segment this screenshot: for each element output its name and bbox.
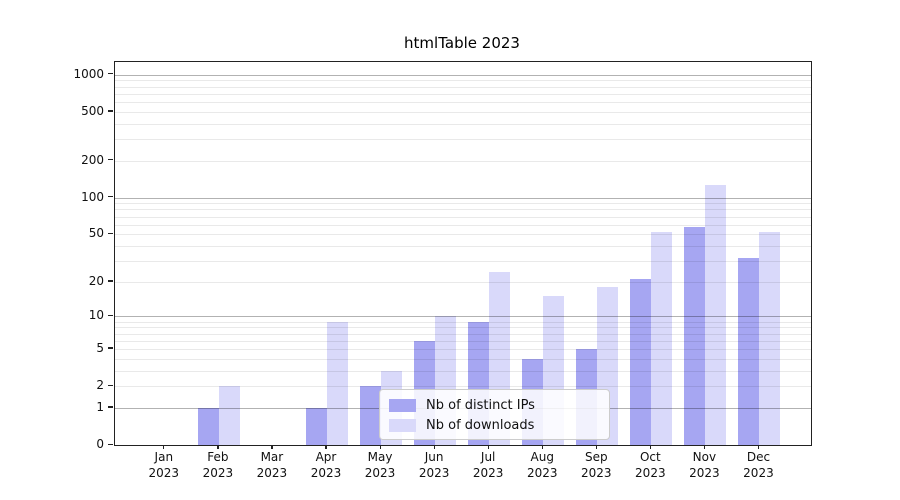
x-tick-mark (487, 445, 489, 449)
x-tick-year: 2023 (202, 465, 234, 480)
x-tick-label: Feb 2023 (190, 450, 246, 481)
legend-label: Nb of downloads (426, 417, 535, 433)
x-tick-mark (271, 445, 273, 449)
bar-downloads (705, 185, 727, 445)
x-tick-year: 2023 (148, 465, 180, 480)
x-tick-mark (217, 445, 219, 449)
x-tick-label: Mar 2023 (244, 450, 300, 481)
x-tick-label: Nov 2023 (676, 450, 732, 481)
bar-distinct-ips (684, 227, 706, 445)
x-tick-mark (379, 445, 381, 449)
bar-downloads (326, 321, 348, 445)
x-tick-month: Oct (639, 450, 661, 464)
x-tick-month: Jun (424, 450, 444, 464)
x-tick-month: Feb (207, 450, 229, 464)
x-tick-year: 2023 (743, 465, 774, 480)
x-tick-label: Sep 2023 (568, 450, 624, 481)
x-tick-mark (595, 445, 597, 449)
bar-distinct-ips (738, 257, 760, 445)
x-tick-year: 2023 (689, 465, 720, 480)
legend-item: Nb of distinct IPs (389, 395, 609, 415)
y-tick-label: 50 (88, 226, 104, 241)
legend: Nb of distinct IPs Nb of downloads (379, 389, 610, 440)
x-tick-mark (433, 445, 435, 449)
x-tick-label: Dec 2023 (730, 450, 786, 481)
x-tick-month: Aug (530, 450, 554, 464)
chart-title: htmlTable 2023 (404, 34, 520, 52)
legend-swatch (389, 418, 416, 432)
x-tick-mark (163, 445, 165, 449)
y-tick-mark (108, 110, 113, 112)
x-tick-month: Dec (746, 450, 771, 464)
bar-downloads (759, 232, 781, 445)
bar-distinct-ips (305, 407, 327, 445)
x-tick-year: 2023 (310, 465, 342, 480)
y-tick-label: 2 (96, 378, 104, 393)
x-tick-year: 2023 (526, 465, 558, 480)
x-tick-mark (703, 445, 706, 449)
legend-swatch (389, 398, 416, 412)
x-tick-mark (325, 445, 327, 449)
bar-distinct-ips (360, 386, 382, 445)
y-tick-mark (108, 280, 113, 282)
x-tick-month: Mar (260, 450, 284, 464)
x-tick-label: May 2023 (352, 450, 408, 481)
legend-item: Nb of downloads (389, 415, 609, 435)
x-tick-mark (541, 445, 543, 449)
x-tick-year: 2023 (580, 465, 612, 480)
y-tick-label: 10 (88, 308, 104, 323)
x-tick-year: 2023 (472, 465, 504, 480)
y-tick-label: 500 (81, 103, 104, 118)
x-tick-year: 2023 (256, 465, 288, 480)
plot-area: Nb of distinct IPs Nb of downloads (114, 61, 812, 446)
y-tick-mark (108, 196, 113, 198)
y-tick-mark (108, 384, 113, 386)
y-tick-mark (108, 73, 113, 75)
x-tick-label: Jun 2023 (406, 450, 462, 481)
y-tick-label: 0 (96, 437, 104, 451)
y-tick-mark (108, 443, 113, 445)
x-tick-month: Jul (480, 450, 496, 464)
y-tick-mark (108, 406, 113, 408)
x-tick-month: Sep (584, 450, 608, 464)
x-tick-year: 2023 (364, 465, 396, 480)
y-tick-label: 20 (88, 273, 104, 288)
y-tick-label: 200 (81, 152, 104, 167)
y-tick-label: 100 (81, 189, 104, 204)
x-tick-month: May (367, 450, 393, 464)
bar-distinct-ips (630, 279, 652, 445)
x-tick-year: 2023 (635, 465, 666, 480)
x-tick-label: Oct 2023 (622, 450, 678, 481)
bar-downloads (651, 232, 673, 445)
bar-downloads (218, 386, 240, 445)
y-tick-label: 5 (96, 340, 104, 355)
y-tick-label: 1 (96, 399, 104, 414)
x-tick-mark (757, 445, 760, 449)
x-tick-label: Jan 2023 (136, 450, 192, 481)
x-tick-year: 2023 (418, 465, 450, 480)
x-tick-month: Apr (315, 450, 337, 464)
y-tick-mark (108, 347, 113, 349)
x-tick-label: Aug 2023 (514, 450, 570, 481)
y-tick-mark (108, 232, 113, 234)
x-tick-mark (649, 445, 652, 449)
bars-layer (115, 62, 811, 445)
y-tick-label: 1000 (73, 66, 104, 81)
x-tick-label: Apr 2023 (298, 450, 354, 481)
legend-label: Nb of distinct IPs (426, 397, 535, 413)
y-tick-mark (108, 159, 113, 161)
bar-distinct-ips (197, 407, 219, 445)
y-tick-mark (108, 314, 113, 317)
x-tick-month: Nov (692, 450, 717, 464)
x-tick-month: Jan (154, 450, 174, 464)
x-tick-label: Jul 2023 (460, 450, 516, 481)
